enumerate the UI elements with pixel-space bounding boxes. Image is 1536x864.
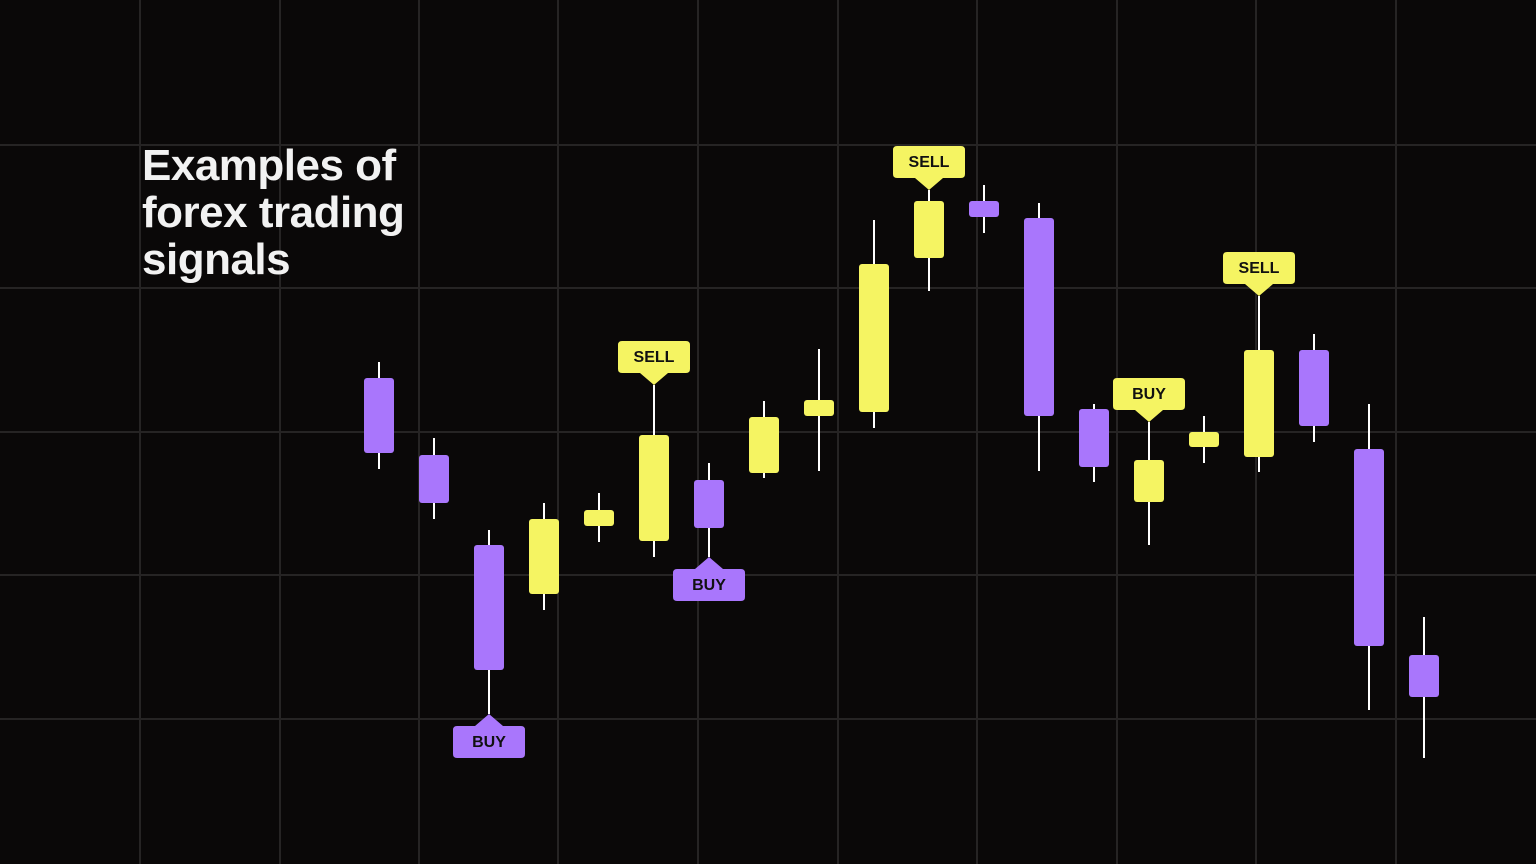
buy-signal: BUY bbox=[453, 714, 525, 758]
candle bbox=[1409, 617, 1439, 758]
buy-signal: BUY bbox=[673, 557, 745, 601]
candle-body bbox=[1409, 655, 1439, 697]
candle-body bbox=[529, 519, 559, 594]
signal-label: BUY bbox=[1132, 386, 1166, 403]
chart-title: Examples of forex trading signals bbox=[142, 141, 405, 284]
candle-body bbox=[1299, 350, 1329, 426]
sell-signal: SELL bbox=[893, 146, 965, 190]
sell-signal: SELL bbox=[618, 341, 690, 385]
candle-body bbox=[914, 201, 944, 258]
candle: BUY bbox=[453, 530, 525, 758]
candle-body bbox=[1079, 409, 1109, 467]
candle bbox=[1189, 416, 1219, 463]
signal-tag bbox=[893, 146, 965, 190]
candle bbox=[1079, 404, 1109, 482]
signal-tag bbox=[1113, 378, 1185, 422]
candle-body bbox=[1024, 218, 1054, 416]
candle-body bbox=[749, 417, 779, 473]
signal-tag bbox=[1223, 252, 1295, 296]
signal-label: SELL bbox=[1239, 260, 1280, 277]
candle-body bbox=[859, 264, 889, 412]
candle bbox=[364, 362, 394, 469]
candle bbox=[859, 220, 889, 428]
sell-signal: SELL bbox=[1223, 252, 1295, 296]
candle bbox=[749, 401, 779, 478]
signal-tag bbox=[618, 341, 690, 385]
sell-signal: BUY bbox=[1113, 378, 1185, 422]
candle: SELL bbox=[618, 341, 690, 557]
candle-body bbox=[474, 545, 504, 670]
candle-body bbox=[804, 400, 834, 416]
candle-body bbox=[419, 455, 449, 503]
candle bbox=[1299, 334, 1329, 442]
candle-body bbox=[584, 510, 614, 526]
candle-body bbox=[1244, 350, 1274, 457]
signal-label: SELL bbox=[634, 349, 675, 366]
candle: SELL bbox=[1223, 252, 1295, 472]
signal-label: SELL bbox=[909, 154, 950, 171]
candle bbox=[529, 503, 559, 610]
signal-tag bbox=[673, 557, 745, 601]
candle-body bbox=[1189, 432, 1219, 447]
signal-tag bbox=[453, 714, 525, 758]
candle-body bbox=[1354, 449, 1384, 646]
candle: BUY bbox=[1113, 378, 1185, 545]
candle bbox=[1024, 203, 1054, 471]
candle: BUY bbox=[673, 463, 745, 601]
candle bbox=[1354, 404, 1384, 710]
candle-body bbox=[639, 435, 669, 541]
candle bbox=[584, 493, 614, 542]
candle bbox=[969, 185, 999, 233]
candle: SELL bbox=[893, 146, 965, 291]
candle-body bbox=[694, 480, 724, 528]
candle bbox=[804, 349, 834, 471]
candle-body bbox=[364, 378, 394, 453]
candle-body bbox=[1134, 460, 1164, 502]
signal-label: BUY bbox=[472, 734, 506, 751]
candle bbox=[419, 438, 449, 519]
candle-body bbox=[969, 201, 999, 217]
signal-label: BUY bbox=[692, 577, 726, 594]
